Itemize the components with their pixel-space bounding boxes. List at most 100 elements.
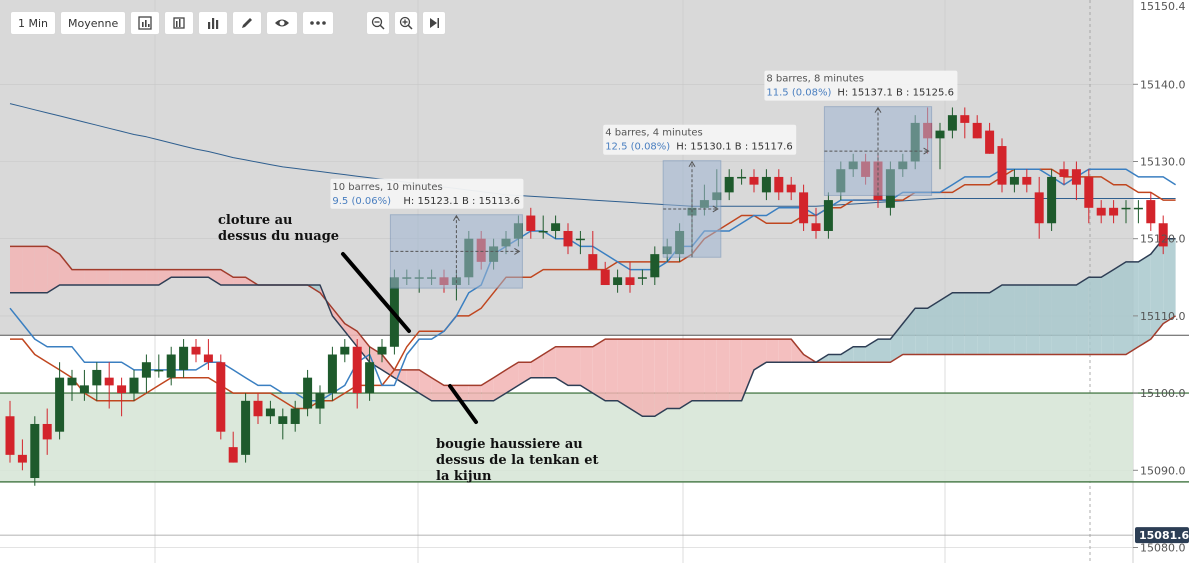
cloud-segment: [47, 246, 60, 293]
candle-body: [737, 176, 747, 179]
cloud-segment: [704, 339, 717, 401]
candle: [30, 416, 40, 486]
cloud-segment: [568, 346, 581, 386]
candle: [1096, 200, 1106, 224]
axis-label: 15080.0: [1140, 542, 1186, 555]
candle-body: [216, 362, 226, 432]
axis-label: 15090.0: [1140, 464, 1186, 477]
candle-body: [774, 176, 784, 193]
candle-body: [79, 385, 89, 394]
cloud-segment: [853, 346, 866, 363]
zoom-out-icon[interactable]: [366, 11, 391, 35]
cloud-segment: [1088, 277, 1102, 355]
candle-body: [352, 346, 362, 394]
arrow-head: [874, 106, 882, 113]
candle-body: [1133, 207, 1143, 210]
candle-body: [191, 346, 201, 355]
candle: [997, 138, 1007, 193]
candle: [79, 369, 89, 401]
measure-box: 8 barres, 8 minutes 11.5 (0.08%) H: 15137.…: [764, 70, 958, 196]
cloud-segment: [915, 308, 928, 355]
measure-change: 9.5 (0.06%): [332, 196, 391, 207]
candle: [365, 346, 375, 401]
candle: [228, 431, 238, 463]
grey-region: [0, 0, 1133, 336]
annotation-text: bougie haussiere au: [436, 437, 583, 452]
candle-body: [1096, 207, 1106, 216]
cloud-segment: [493, 369, 506, 401]
timeframe-button[interactable]: 1 Min: [10, 11, 57, 35]
candle: [104, 362, 114, 409]
candle-body: [985, 130, 995, 154]
candle: [575, 230, 585, 255]
candle: [141, 354, 151, 394]
candle-body: [265, 408, 275, 417]
cloud-segment: [840, 346, 854, 363]
candle-body: [799, 192, 809, 224]
candle: [278, 408, 288, 440]
candle: [352, 339, 362, 409]
cloud-segment: [134, 269, 147, 286]
candle: [823, 192, 833, 239]
current-price-badge: [1135, 527, 1189, 544]
eye-icon[interactable]: [266, 11, 299, 35]
cloud-segment: [1126, 261, 1139, 355]
candle-body: [30, 423, 40, 479]
cloud-segment: [121, 269, 134, 286]
cloud-segment: [158, 269, 172, 286]
candle-body: [761, 176, 771, 193]
candle-body: [1146, 200, 1156, 224]
candle-body: [575, 238, 585, 241]
arrow-head: [923, 147, 930, 155]
candle: [327, 346, 337, 401]
cloud-segment: [654, 339, 668, 417]
measure-high-low: H: 15137.1 B : 15125.6: [837, 88, 954, 99]
candle-body: [1158, 223, 1168, 247]
candle-body: [365, 362, 375, 394]
senkou-b-line: [10, 237, 1176, 418]
candle-body: [724, 176, 734, 193]
price-axis: 15080.0 15090.0 15100.0 15110.0 15120.0 15130…: [1133, 0, 1189, 555]
bar-chart-icon[interactable]: [198, 11, 229, 35]
candle-body: [315, 393, 325, 409]
cloud-segment: [989, 285, 1002, 355]
candle: [290, 400, 300, 432]
cloud-segment: [357, 331, 370, 363]
candle-body: [935, 130, 945, 139]
candle: [1158, 215, 1168, 255]
more-icon[interactable]: [302, 11, 335, 35]
cloud-segment: [171, 269, 184, 278]
axis-label: 15130.0: [1140, 155, 1186, 168]
axis-label: 15140.0: [1140, 78, 1186, 91]
candle-body: [749, 176, 759, 185]
candle: [551, 215, 561, 239]
candle: [17, 439, 27, 471]
candle: [1022, 169, 1032, 193]
draw-icon[interactable]: [232, 11, 263, 35]
cloud-segment: [890, 323, 903, 363]
cloud-segment: [1163, 238, 1176, 324]
candle-body: [104, 377, 114, 386]
candle: [117, 377, 127, 417]
candle-body: [1071, 169, 1081, 185]
cloud-segment: [1051, 285, 1064, 355]
candle: [303, 369, 313, 417]
cloud-segment: [1002, 285, 1015, 355]
play-icon[interactable]: [422, 11, 447, 35]
compare-icon[interactable]: [164, 11, 195, 35]
cloud-segment: [766, 339, 779, 363]
candle: [92, 362, 102, 401]
measure-boxes: 10 barres, 10 minutes 9.5 (0.06%) H: 15123…: [330, 70, 958, 289]
candle-body: [42, 423, 52, 440]
cloud-segment: [754, 339, 767, 370]
zoom-in-icon[interactable]: [394, 11, 419, 35]
candle: [774, 169, 784, 201]
cloud-segment: [878, 339, 891, 363]
candle: [191, 339, 201, 363]
candle: [1009, 169, 1019, 193]
chart-mode-button[interactable]: Moyenne: [60, 11, 127, 35]
candle-body: [1009, 176, 1019, 185]
indicators-icon[interactable]: [130, 11, 161, 35]
